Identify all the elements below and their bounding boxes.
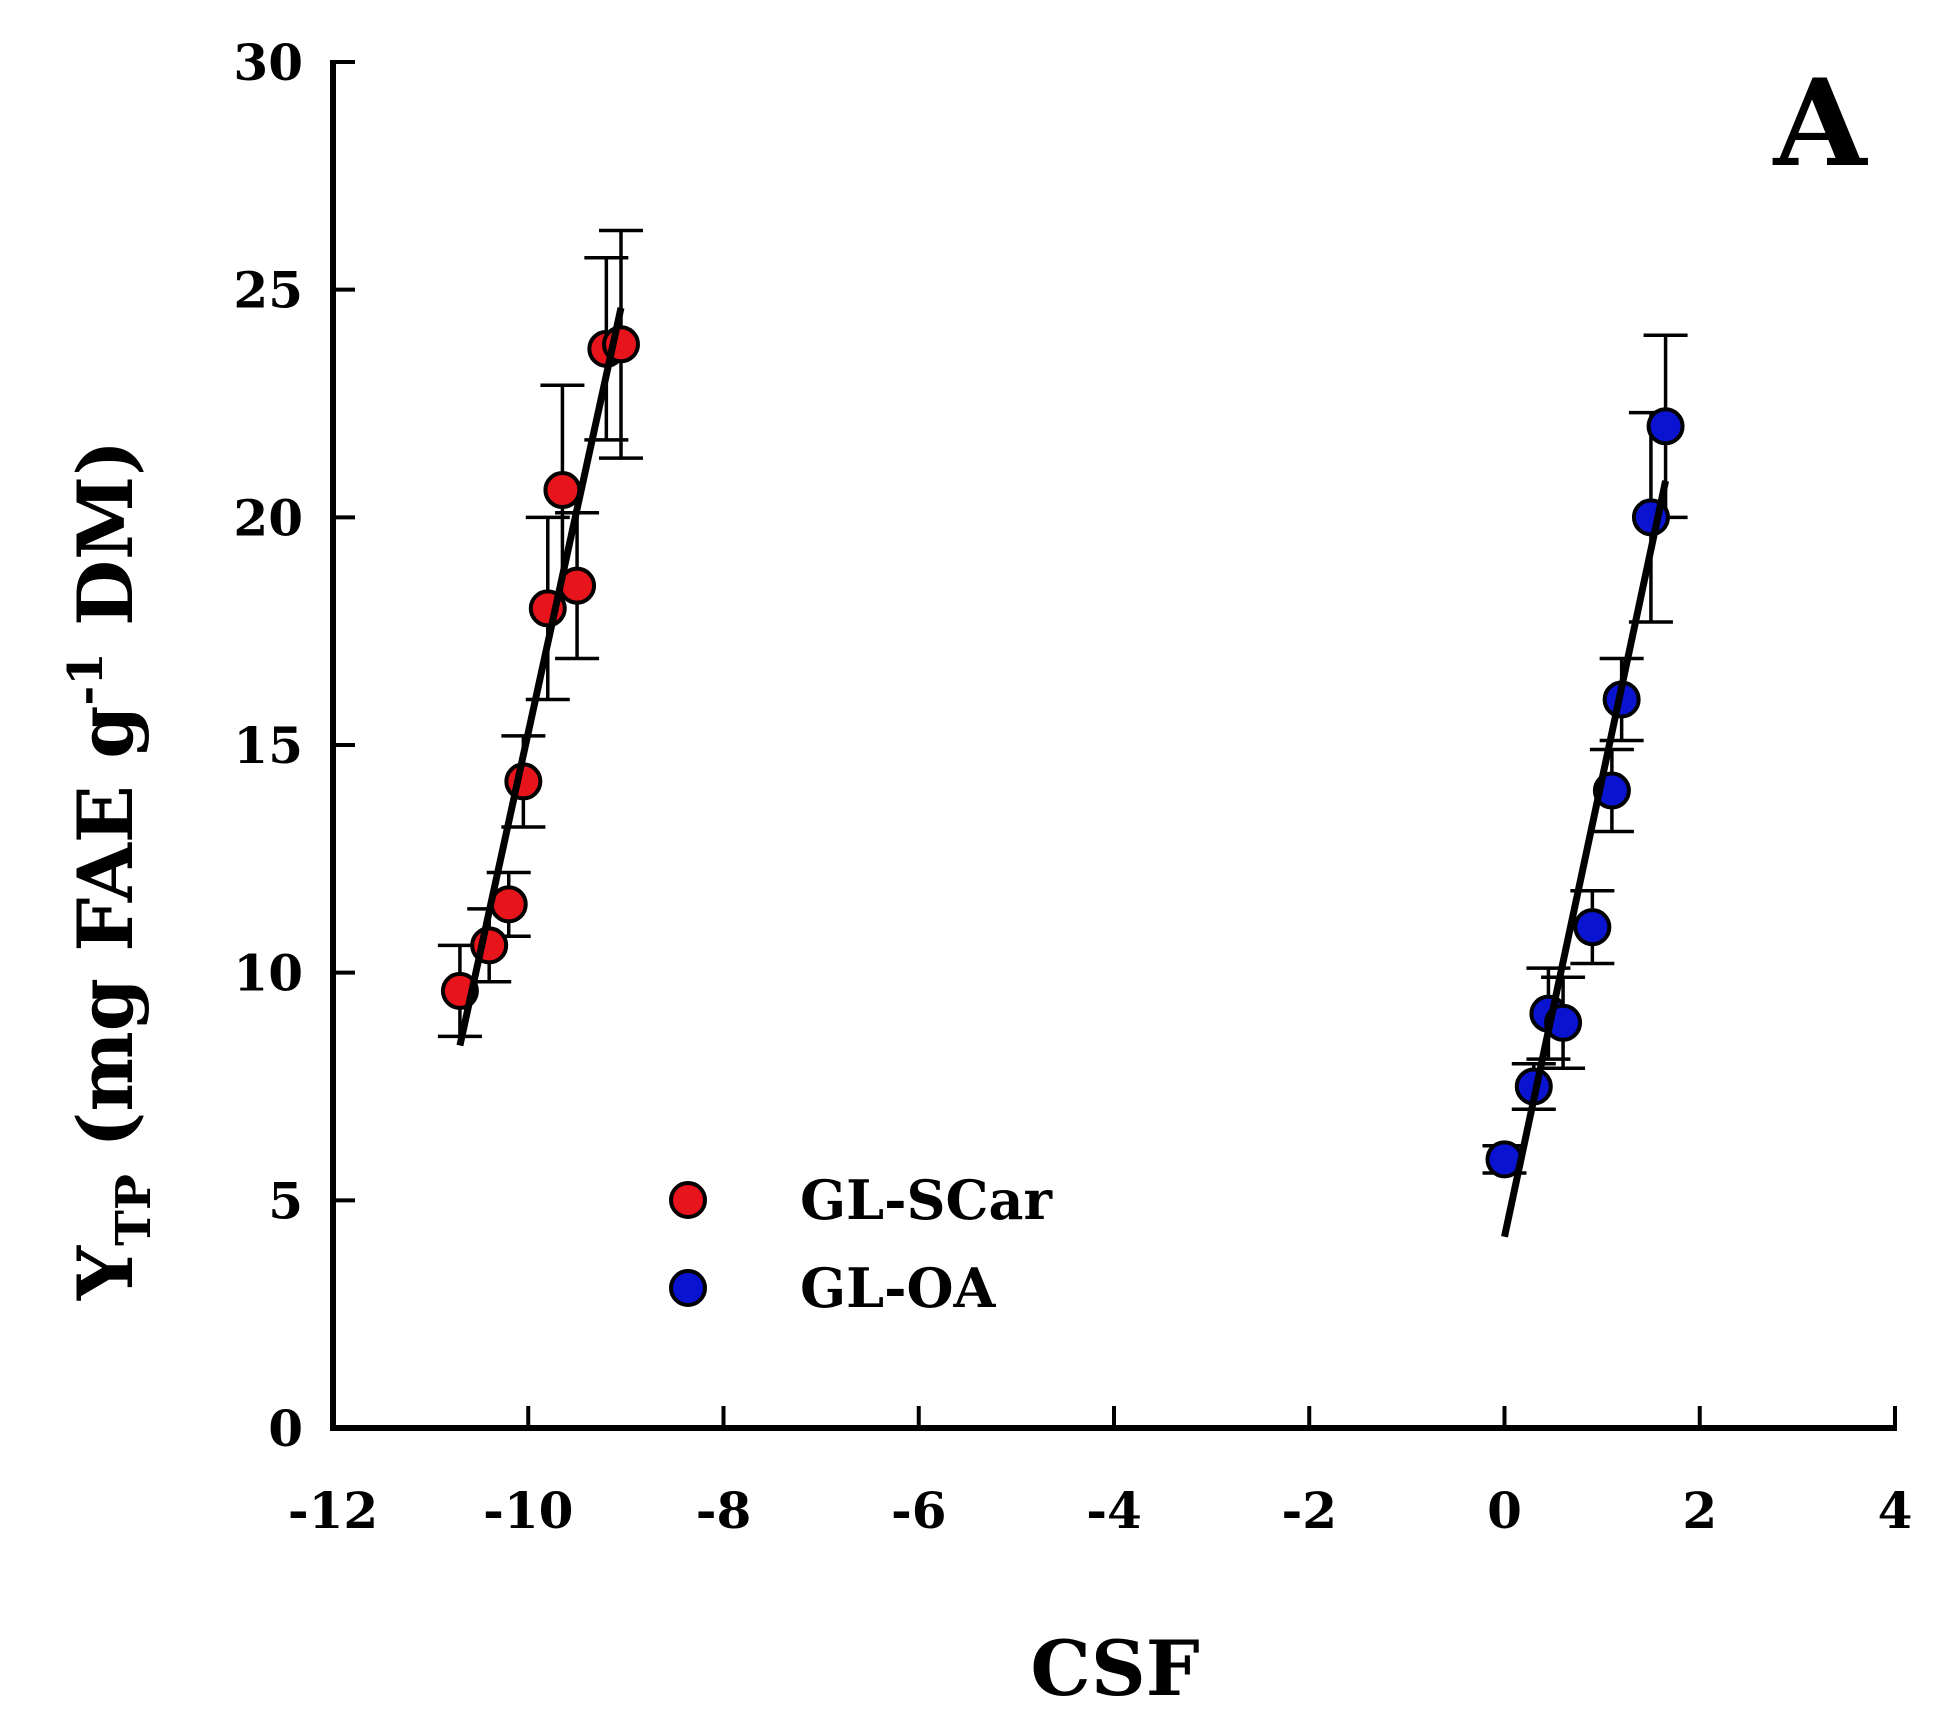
x-tick-label: 4 [1878, 1481, 1913, 1540]
fit-line [1501, 480, 1670, 1238]
y-tick-label: 5 [268, 1171, 303, 1230]
x-tick-label: -2 [1281, 1481, 1337, 1540]
y-axis-title-subscript: TP [106, 1174, 162, 1246]
x-tick-label: -6 [891, 1481, 947, 1540]
data-point [1573, 908, 1612, 947]
x-axis-title: CSF [1030, 1624, 1199, 1713]
x-tick-label: 0 [1487, 1481, 1522, 1540]
data-point [1646, 407, 1685, 446]
y-axis-title-superscript: -1 [58, 652, 114, 705]
y-axis-title-main: Y [61, 1245, 150, 1301]
axes: -12 -10 -8 -6 -4 -2 0 2 4 0 5 10 15 20 25 30 [233, 33, 1912, 1540]
y-axis-title-part: (mg FAE g [61, 706, 150, 1174]
y-tick-label: 30 [233, 33, 303, 92]
y-tick-label: 25 [233, 261, 303, 320]
legend-marker [669, 1181, 707, 1219]
legend-label: GL-OA [800, 1256, 997, 1320]
y-tick-label: 10 [233, 944, 303, 1003]
series-GL-SCar [437, 228, 643, 1047]
x-tick-label: -4 [1086, 1481, 1142, 1540]
y-tick-label: 0 [268, 1399, 303, 1458]
y-axis-title: YTP (mg FAE g-1 DM) [58, 440, 162, 1301]
series-GL-OA [1482, 333, 1688, 1238]
x-tick-label: -8 [696, 1481, 752, 1540]
data-point [543, 471, 582, 510]
x-tick-label: 2 [1682, 1481, 1717, 1540]
legend-marker [669, 1269, 707, 1307]
legend: GL-SCar GL-OA [669, 1168, 1052, 1320]
panel-label: A [1772, 53, 1868, 194]
x-tick-label: -10 [483, 1481, 573, 1540]
y-axis-title-end: DM) [61, 440, 150, 652]
fit-line [456, 307, 625, 1047]
x-tick-label: -12 [288, 1481, 378, 1540]
y-tick-label: 15 [233, 716, 303, 775]
legend-label: GL-SCar [800, 1168, 1052, 1232]
plot-marks [437, 228, 1688, 1238]
y-tick-label: 20 [233, 488, 303, 547]
